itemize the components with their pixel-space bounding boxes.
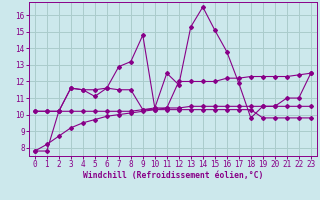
X-axis label: Windchill (Refroidissement éolien,°C): Windchill (Refroidissement éolien,°C) bbox=[83, 171, 263, 180]
